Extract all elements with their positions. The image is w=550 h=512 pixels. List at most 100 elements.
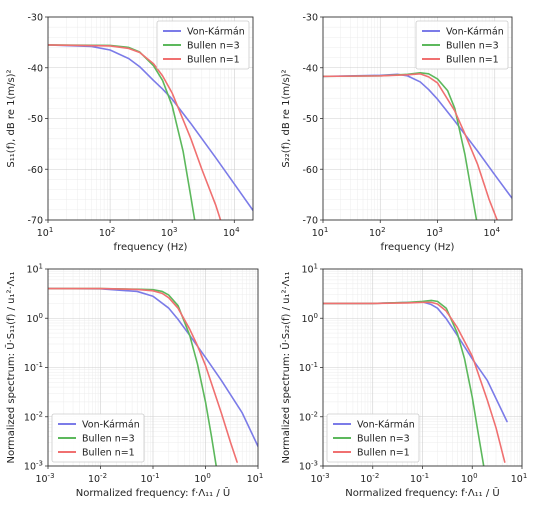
y-tick-label: 10-3 xyxy=(24,460,43,473)
y-tick-base: 10 xyxy=(301,265,313,276)
x-tick-label: 101 xyxy=(511,472,528,485)
series-group xyxy=(48,44,253,220)
legend-label: Von-Kármán xyxy=(82,420,140,431)
x-tick-exponent: -2 xyxy=(372,472,379,480)
legend-box xyxy=(326,413,420,463)
legend: Von-Kármán Bullen n=3 Bullen n=1 xyxy=(326,413,420,463)
y-tick-label: -60 xyxy=(27,165,43,176)
legend-label: Bullen n=1 xyxy=(446,55,499,66)
series-line-bullen-n-1 xyxy=(48,44,222,220)
x-tick-base: 10 xyxy=(247,474,259,485)
y-tick-label: 101 xyxy=(301,263,318,276)
x-tick-exponent: 3 xyxy=(438,226,442,234)
legend-label: Bullen n=3 xyxy=(357,434,410,445)
x-tick-exponent: -1 xyxy=(153,472,160,480)
series-line-bullen-n-1 xyxy=(48,287,238,463)
x-tick-base: 10 xyxy=(369,228,381,239)
x-tick-exponent: -3 xyxy=(48,472,55,480)
x-tick-base: 10 xyxy=(511,474,523,485)
x-tick-label: 101 xyxy=(37,226,54,239)
x-tick-base: 10 xyxy=(310,474,322,485)
y-tick-base: 10 xyxy=(301,314,313,325)
x-tick-base: 10 xyxy=(410,474,422,485)
y-tick-exponent: 1 xyxy=(39,263,43,271)
y-tick-base: 10 xyxy=(299,363,311,374)
y-axis-label: Normalized spectrum: Ū·S₁₁(f) / u₁²·Λ₁₁ xyxy=(4,271,17,463)
y-tick-label: 100 xyxy=(26,312,43,325)
x-tick-label: 103 xyxy=(161,226,178,239)
x-tick-exponent: -3 xyxy=(323,472,330,480)
y-tick-label: -70 xyxy=(302,216,318,227)
y-tick-base: 10 xyxy=(24,462,36,473)
x-tick-label: 104 xyxy=(483,226,500,239)
x-tick-base: 10 xyxy=(223,228,235,239)
y-axis-label: S₂₂(f), dB re 1(m/s)² xyxy=(281,69,292,167)
legend-box xyxy=(156,20,250,70)
x-axis-label: frequency (Hz) xyxy=(381,242,455,253)
series-line-von-k-rm-n xyxy=(48,287,258,448)
x-tick-exponent: -1 xyxy=(422,472,429,480)
y-tick-label: 10-2 xyxy=(24,410,43,423)
x-tick-base: 10 xyxy=(360,474,372,485)
x-tick-exponent: 1 xyxy=(259,472,263,480)
y-tick-label: 10-1 xyxy=(24,361,43,374)
x-tick-label: 10-1 xyxy=(410,472,429,485)
legend: Von-Kármán Bullen n=3 Bullen n=1 xyxy=(51,413,145,463)
plot-frame xyxy=(47,268,259,467)
plot-frame xyxy=(322,268,523,467)
y-tick-label: 10-2 xyxy=(299,410,318,423)
x-tick-label: 100 xyxy=(461,472,478,485)
y-tick-label: -30 xyxy=(302,13,318,24)
y-tick-label: -50 xyxy=(302,114,318,125)
legend-label: Von-Kármán xyxy=(446,27,504,38)
y-tick-exponent: -1 xyxy=(311,361,318,369)
x-tick-label: 101 xyxy=(247,472,264,485)
y-tick-base: 10 xyxy=(26,314,38,325)
y-tick-exponent: -2 xyxy=(36,410,43,418)
y-tick-exponent: 0 xyxy=(39,312,43,320)
legend-label: Bullen n=3 xyxy=(446,41,499,52)
x-tick-base: 10 xyxy=(35,474,47,485)
chart-panel-4: 10-3 10-2 10-1 100 10110-310-210-1100101Norm… xyxy=(279,263,527,500)
y-tick-label: -40 xyxy=(302,63,318,74)
x-tick-label: 10-3 xyxy=(35,472,54,485)
x-tick-base: 10 xyxy=(99,228,111,239)
y-tick-label: -30 xyxy=(27,13,43,24)
y-tick-label: 10-1 xyxy=(299,361,318,374)
x-tick-base: 10 xyxy=(161,228,173,239)
y-tick-label: 100 xyxy=(301,312,318,325)
x-tick-base: 10 xyxy=(483,228,495,239)
series-line-bullen-n-3 xyxy=(323,72,478,220)
x-tick-base: 10 xyxy=(140,474,152,485)
x-tick-base: 10 xyxy=(312,228,324,239)
y-tick-exponent: -3 xyxy=(36,460,43,468)
x-tick-exponent: 2 xyxy=(381,226,385,234)
x-tick-exponent: 1 xyxy=(324,226,328,234)
x-tick-label: 104 xyxy=(223,226,240,239)
series-line-bullen-n-1 xyxy=(323,73,498,220)
legend: Von-Kármán Bullen n=3 Bullen n=1 xyxy=(156,20,250,70)
x-tick-label: 100 xyxy=(194,472,211,485)
legend-box xyxy=(51,413,145,463)
series-group xyxy=(323,299,508,466)
legend-label: Von-Kármán xyxy=(357,420,415,431)
x-axis-label: Normalized frequency: f·Λ₁₁ / Ū xyxy=(76,486,230,499)
y-tick-base: 10 xyxy=(299,462,311,473)
y-tick-label: 101 xyxy=(26,263,43,276)
x-tick-exponent: 3 xyxy=(173,226,177,234)
x-tick-label: 102 xyxy=(369,226,386,239)
chart-panel-3: 10-3 10-2 10-1 100 10110-310-210-1100101Norm… xyxy=(4,263,263,500)
plot-frame xyxy=(322,16,513,221)
y-axis-label: Normalized spectrum: Ū·S₂₂(f) / u₁²·Λ₁₁ xyxy=(279,271,292,463)
series-line-bullen-n-1 xyxy=(323,301,506,463)
x-tick-exponent: 1 xyxy=(523,472,527,480)
legend-label: Bullen n=1 xyxy=(187,55,240,66)
y-tick-exponent: 0 xyxy=(314,312,318,320)
legend-label: Bullen n=3 xyxy=(187,41,240,52)
y-tick-exponent: -1 xyxy=(36,361,43,369)
y-tick-label: -70 xyxy=(27,216,43,227)
legend-label: Bullen n=1 xyxy=(357,448,410,459)
